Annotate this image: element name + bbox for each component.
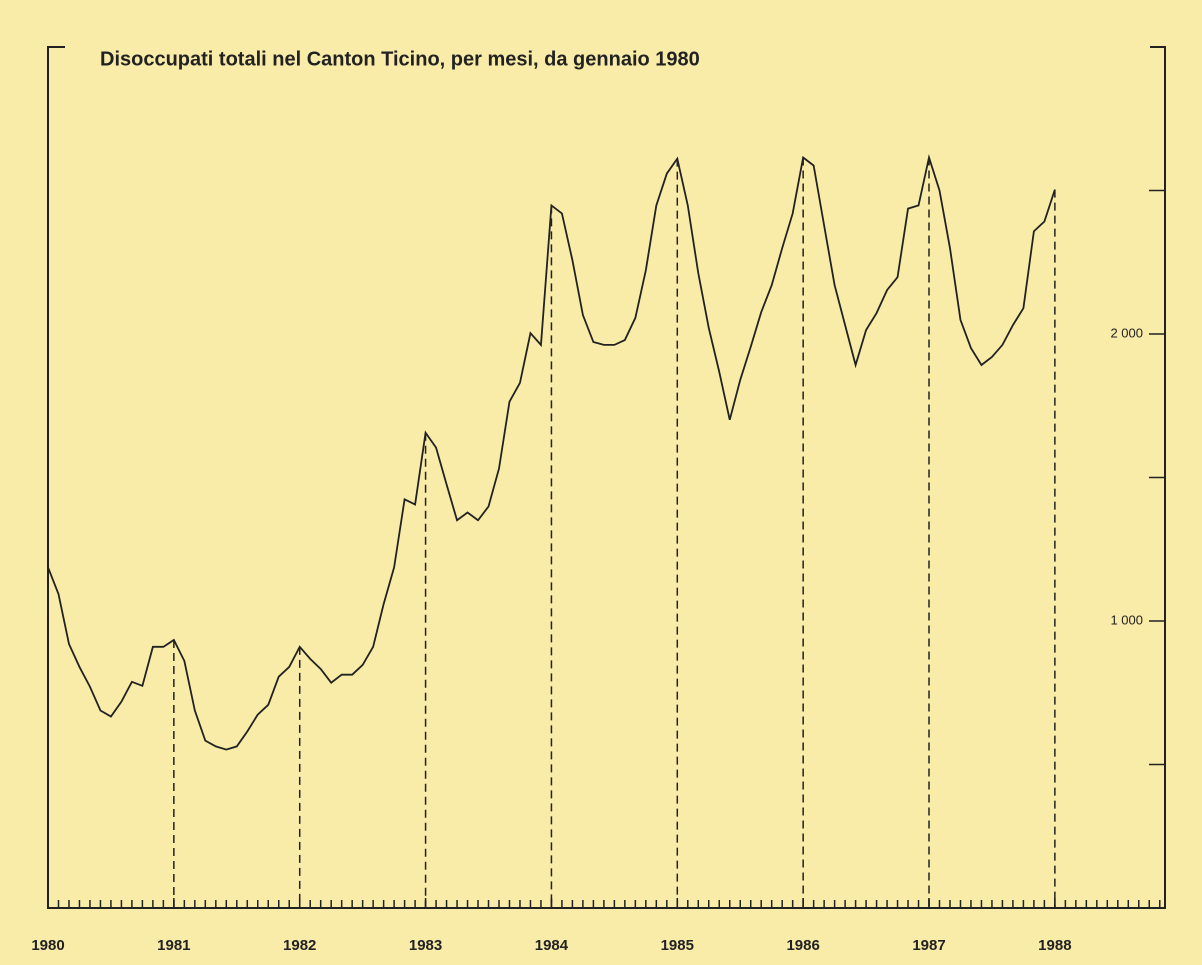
y-tick-label: 2 000: [1110, 325, 1143, 340]
x-tick-label: 1986: [786, 937, 819, 954]
x-tick-label: 1985: [661, 937, 694, 954]
series-line: [47, 154, 1056, 751]
x-tick-label: 1981: [157, 937, 190, 954]
x-tick-label: 1980: [31, 937, 64, 954]
x-tick-label: 1983: [409, 937, 442, 954]
axis-frame: [47, 46, 1166, 909]
x-tick-label: 1984: [535, 937, 569, 954]
x-tick-label: 1987: [912, 937, 945, 954]
chart-title: Disoccupati totali nel Canton Ticino, pe…: [100, 48, 700, 70]
x-tick-label: 1982: [283, 937, 316, 954]
y-tick-label: 1 000: [1110, 612, 1143, 627]
x-tick-label: 1988: [1038, 937, 1071, 954]
